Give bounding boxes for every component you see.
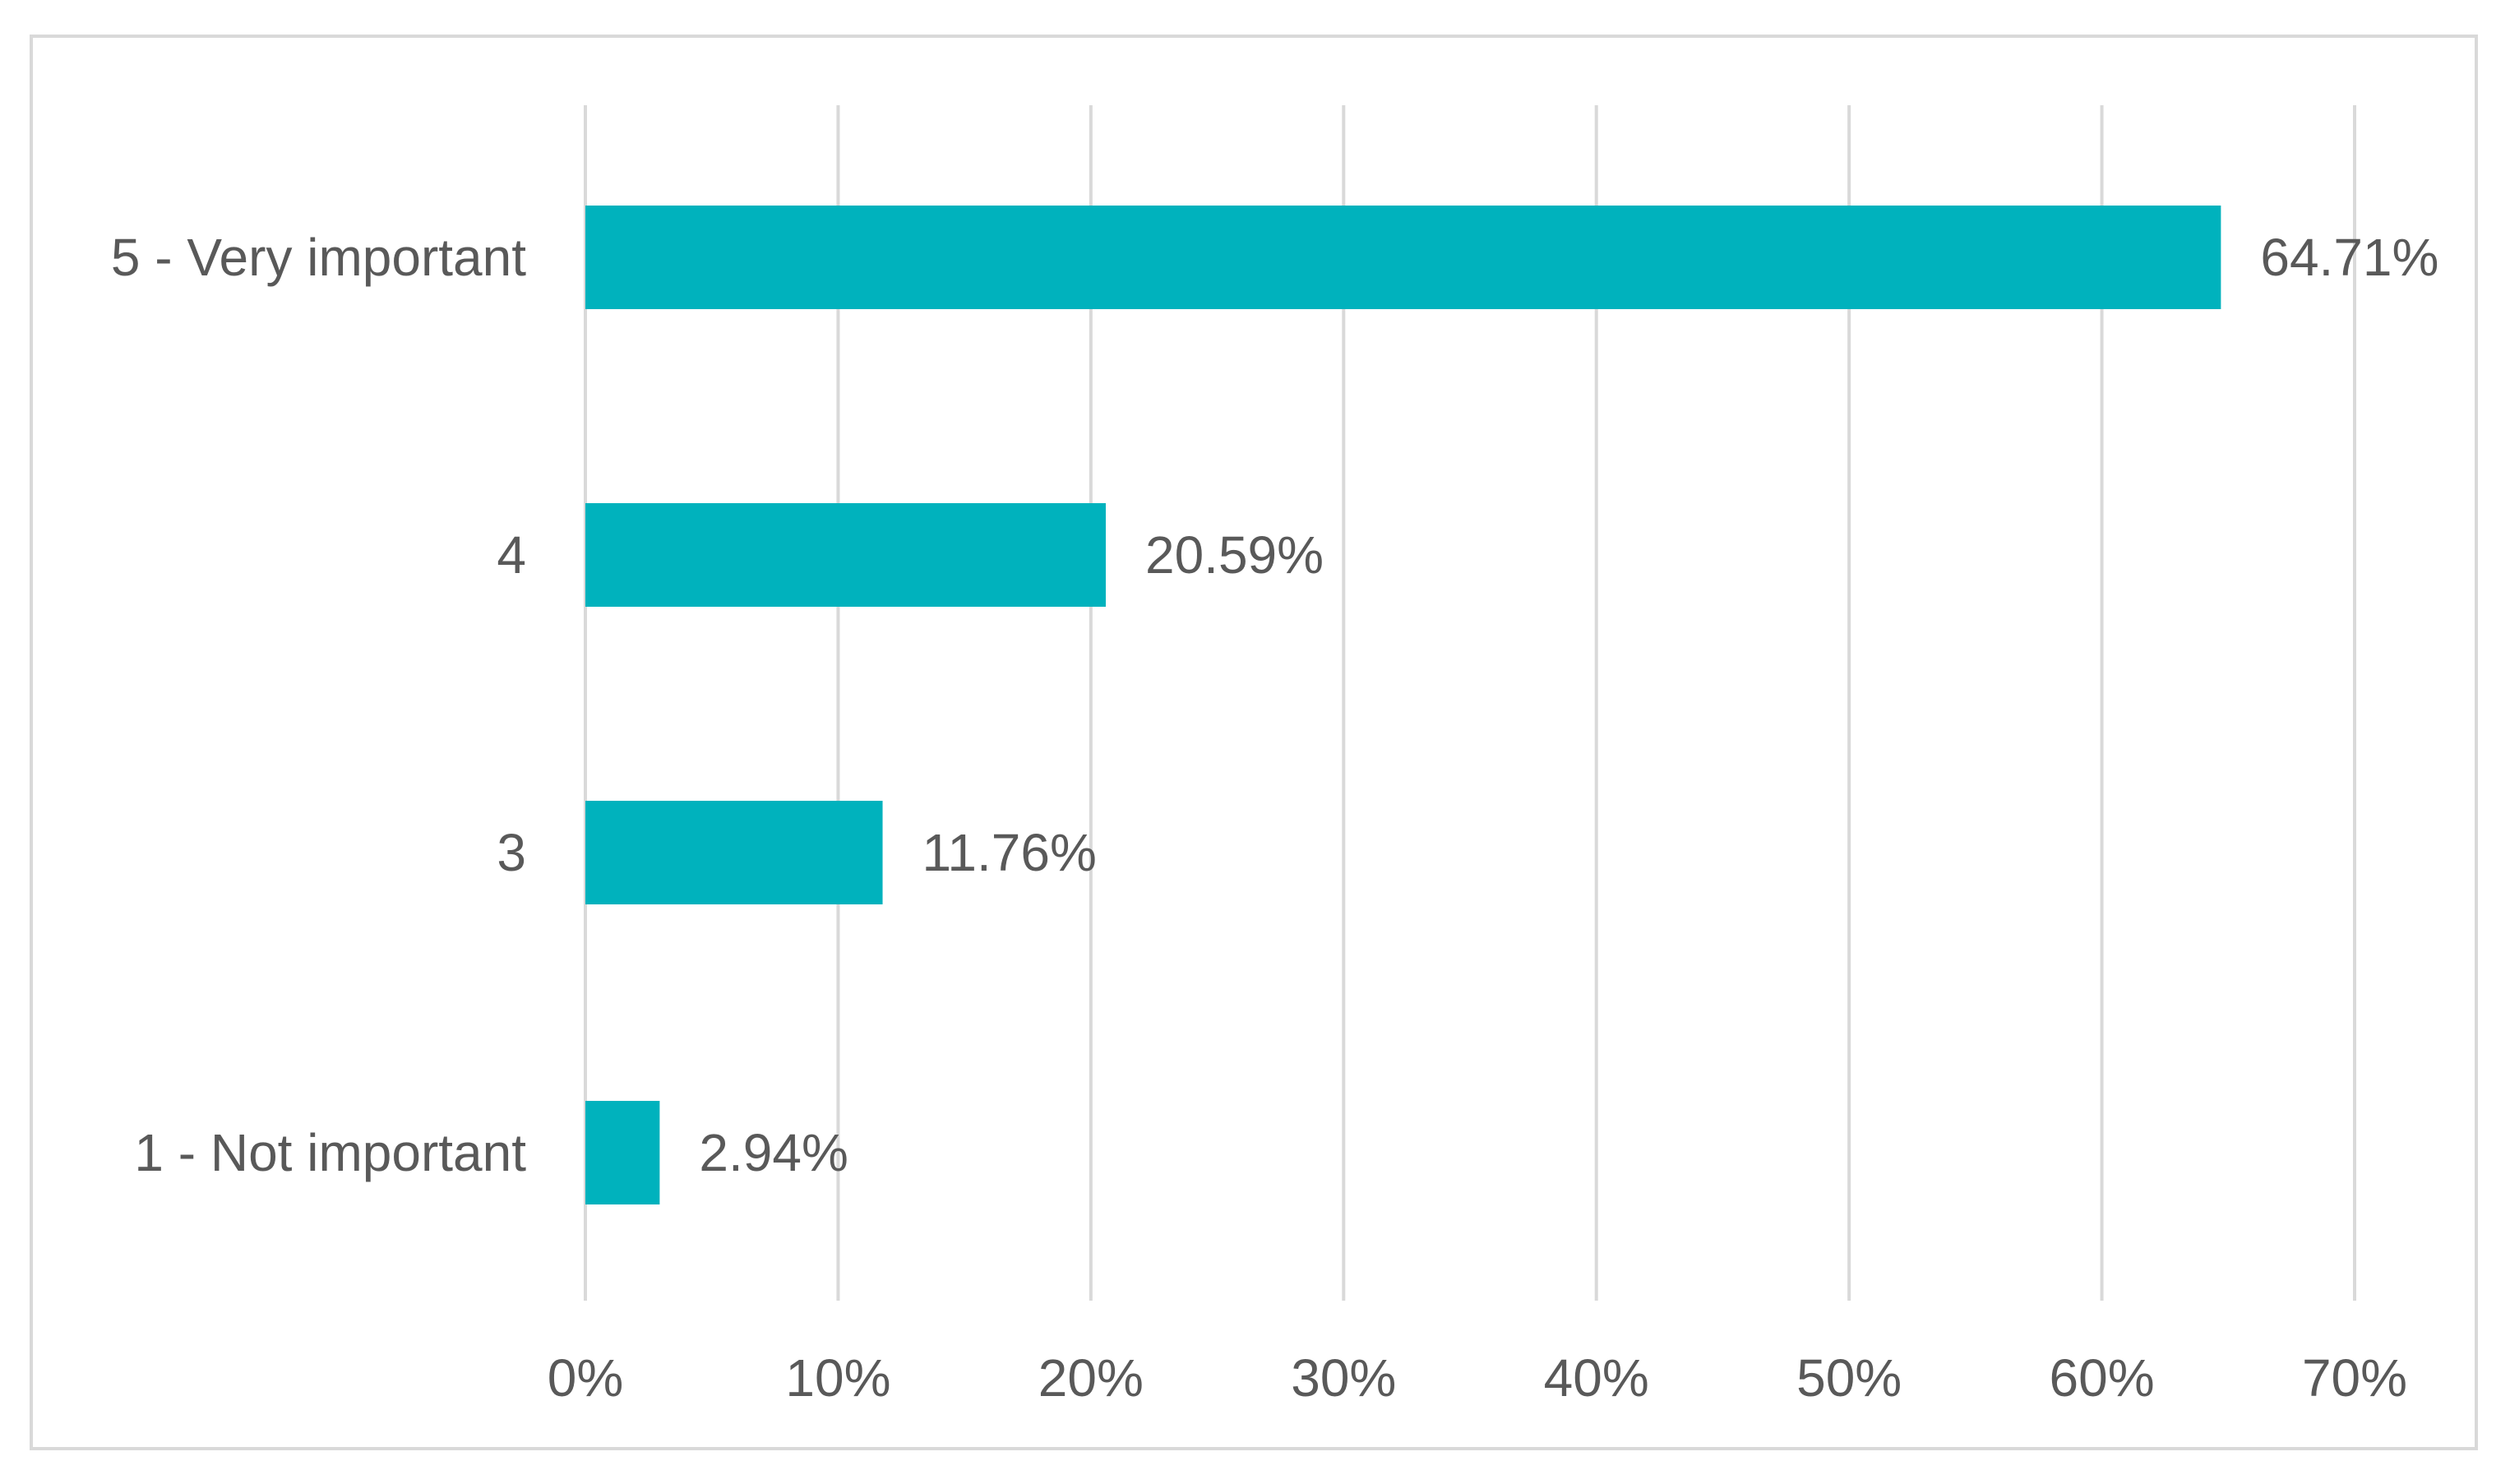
- bar: [585, 503, 1106, 607]
- data-label: 20.59%: [1145, 525, 1324, 585]
- x-axis-ticks: 0% 10% 20% 30% 40% 50% 60% 70%: [548, 1348, 2407, 1408]
- x-tick-label: 70%: [2302, 1348, 2407, 1408]
- x-tick-label: 50%: [1796, 1348, 1902, 1408]
- category-labels: 5 - Very important 4 3 1 - Not important: [111, 228, 526, 1182]
- category-label: 5 - Very important: [111, 228, 526, 287]
- bars: [585, 206, 2221, 1204]
- bar: [585, 1101, 660, 1204]
- x-tick-label: 60%: [2050, 1348, 2155, 1408]
- x-tick-label: 20%: [1038, 1348, 1144, 1408]
- data-label: 64.71%: [2260, 228, 2438, 287]
- category-label: 4: [497, 525, 526, 585]
- bar: [585, 801, 883, 904]
- bar: [585, 206, 2221, 309]
- data-label: 2.94%: [699, 1123, 848, 1182]
- x-tick-label: 30%: [1291, 1348, 1396, 1408]
- x-tick-label: 10%: [785, 1348, 890, 1408]
- data-labels: 64.71% 20.59% 11.76% 2.94%: [699, 228, 2438, 1182]
- data-label: 11.76%: [922, 823, 1097, 882]
- category-label: 1 - Not important: [134, 1123, 526, 1182]
- category-label: 3: [497, 823, 526, 882]
- x-tick-label: 40%: [1544, 1348, 1649, 1408]
- x-tick-label: 0%: [548, 1348, 624, 1408]
